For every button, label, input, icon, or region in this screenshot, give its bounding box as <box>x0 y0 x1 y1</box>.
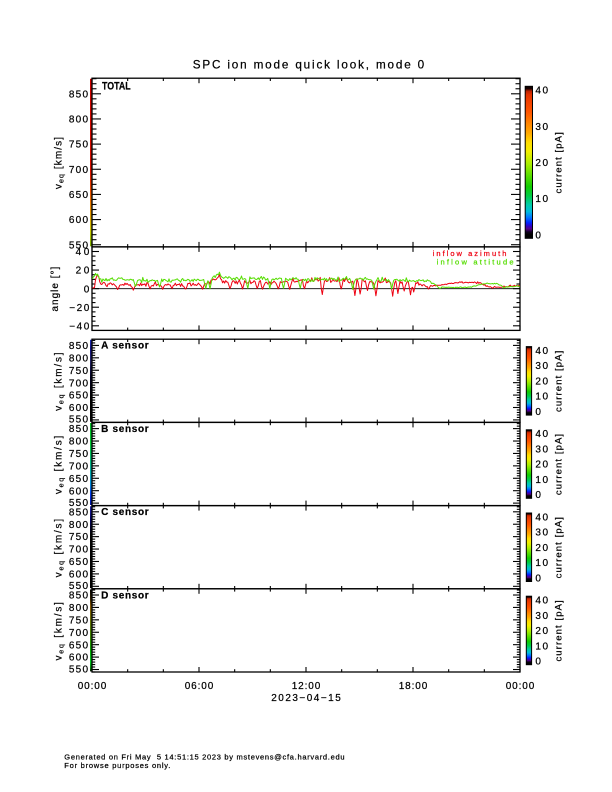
svg-text:12:00: 12:00 <box>292 681 321 692</box>
svg-text:40: 40 <box>535 596 548 607</box>
svg-text:20: 20 <box>76 266 90 277</box>
svg-text:−20: −20 <box>69 303 90 314</box>
svg-text:700: 700 <box>69 165 89 176</box>
svg-text:550: 550 <box>69 581 89 592</box>
svg-text:30: 30 <box>535 611 548 622</box>
svg-text:20: 20 <box>535 460 548 471</box>
svg-text:0: 0 <box>535 573 541 584</box>
svg-text:06:00: 06:00 <box>185 681 214 692</box>
svg-text:−40: −40 <box>69 321 90 332</box>
svg-text:TOTAL: TOTAL <box>102 81 131 93</box>
svg-text:650: 650 <box>69 557 89 568</box>
svg-text:40: 40 <box>535 512 548 523</box>
svg-text:600: 600 <box>69 570 89 581</box>
svg-text:veq [km/s]: veq [km/s] <box>54 351 66 411</box>
svg-text:0: 0 <box>535 230 541 241</box>
svg-text:30: 30 <box>535 361 548 372</box>
svg-text:650: 650 <box>69 640 89 651</box>
svg-text:750: 750 <box>69 366 89 377</box>
svg-text:700: 700 <box>69 628 89 639</box>
svg-text:550: 550 <box>69 240 89 251</box>
svg-text:10: 10 <box>535 194 548 205</box>
svg-text:600: 600 <box>69 215 89 226</box>
svg-text:10: 10 <box>535 475 548 486</box>
svg-text:40: 40 <box>535 86 548 97</box>
svg-text:current [pA]: current [pA] <box>554 350 565 412</box>
svg-text:800: 800 <box>69 115 89 126</box>
svg-text:700: 700 <box>69 545 89 556</box>
svg-text:600: 600 <box>69 403 89 414</box>
svg-text:750: 750 <box>69 140 89 151</box>
svg-text:650: 650 <box>69 474 89 485</box>
svg-text:C sensor: C sensor <box>101 507 149 518</box>
svg-text:10: 10 <box>535 558 548 569</box>
svg-text:750: 750 <box>69 532 89 543</box>
svg-text:10: 10 <box>535 392 548 403</box>
svg-text:0: 0 <box>84 284 90 295</box>
svg-text:600: 600 <box>69 486 89 497</box>
svg-text:650: 650 <box>69 391 89 402</box>
svg-text:20: 20 <box>535 543 548 554</box>
svg-text:550: 550 <box>69 415 89 426</box>
svg-text:00:00: 00:00 <box>506 681 535 692</box>
svg-text:550: 550 <box>69 664 89 675</box>
svg-text:veq [km/s]: veq [km/s] <box>54 600 66 660</box>
svg-text:00:00: 00:00 <box>78 681 107 692</box>
svg-text:850: 850 <box>69 424 89 435</box>
svg-text:700: 700 <box>69 378 89 389</box>
svg-text:40: 40 <box>535 346 548 357</box>
svg-text:850: 850 <box>69 507 89 518</box>
svg-text:0: 0 <box>535 407 541 418</box>
svg-text:650: 650 <box>69 190 89 201</box>
svg-text:veq [km/s]: veq [km/s] <box>54 434 66 494</box>
svg-text:A sensor: A sensor <box>101 341 149 352</box>
svg-text:inflow attitude: inflow attitude <box>437 257 514 266</box>
svg-text:40: 40 <box>535 429 548 440</box>
svg-text:30: 30 <box>535 528 548 539</box>
svg-text:inflow azimuth: inflow azimuth <box>433 249 507 258</box>
svg-text:600: 600 <box>69 653 89 664</box>
svg-text:2023−04−15: 2023−04−15 <box>271 693 341 704</box>
svg-text:800: 800 <box>69 437 89 448</box>
svg-text:10: 10 <box>535 641 548 652</box>
svg-text:veq [km/s]: veq [km/s] <box>54 517 66 577</box>
svg-text:B sensor: B sensor <box>101 424 149 435</box>
svg-text:700: 700 <box>69 461 89 472</box>
svg-text:20: 20 <box>535 376 548 387</box>
svg-text:veq [km/s]: veq [km/s] <box>54 136 66 189</box>
svg-text:30: 30 <box>535 122 548 133</box>
svg-text:850: 850 <box>69 341 89 352</box>
svg-text:850: 850 <box>69 89 89 100</box>
svg-text:D sensor: D sensor <box>101 590 149 601</box>
svg-text:current [pA]: current [pA] <box>554 599 565 661</box>
svg-text:800: 800 <box>69 603 89 614</box>
svg-text:30: 30 <box>535 444 548 455</box>
svg-text:18:00: 18:00 <box>399 681 428 692</box>
svg-text:750: 750 <box>69 449 89 460</box>
svg-text:550: 550 <box>69 498 89 509</box>
svg-text:angle [°]: angle [°] <box>50 266 61 312</box>
svg-text:current [pA]: current [pA] <box>554 516 565 578</box>
svg-text:800: 800 <box>69 520 89 531</box>
svg-text:Generated on Fri May 5 14:51:: Generated on Fri May 5 14:51:15 2023 by … <box>64 752 344 761</box>
svg-text:current [pA]: current [pA] <box>554 433 565 495</box>
svg-text:20: 20 <box>535 158 548 169</box>
svg-text:850: 850 <box>69 591 89 602</box>
svg-text:750: 750 <box>69 615 89 626</box>
svg-text:0: 0 <box>535 490 541 501</box>
svg-text:For browse purposes only.: For browse purposes only. <box>64 761 170 770</box>
svg-text:20: 20 <box>535 626 548 637</box>
svg-text:800: 800 <box>69 353 89 364</box>
svg-text:SPC ion mode quick look, mode: SPC ion mode quick look, mode 0 <box>193 59 425 72</box>
svg-text:current [pA]: current [pA] <box>554 131 565 193</box>
svg-text:0: 0 <box>535 657 541 668</box>
